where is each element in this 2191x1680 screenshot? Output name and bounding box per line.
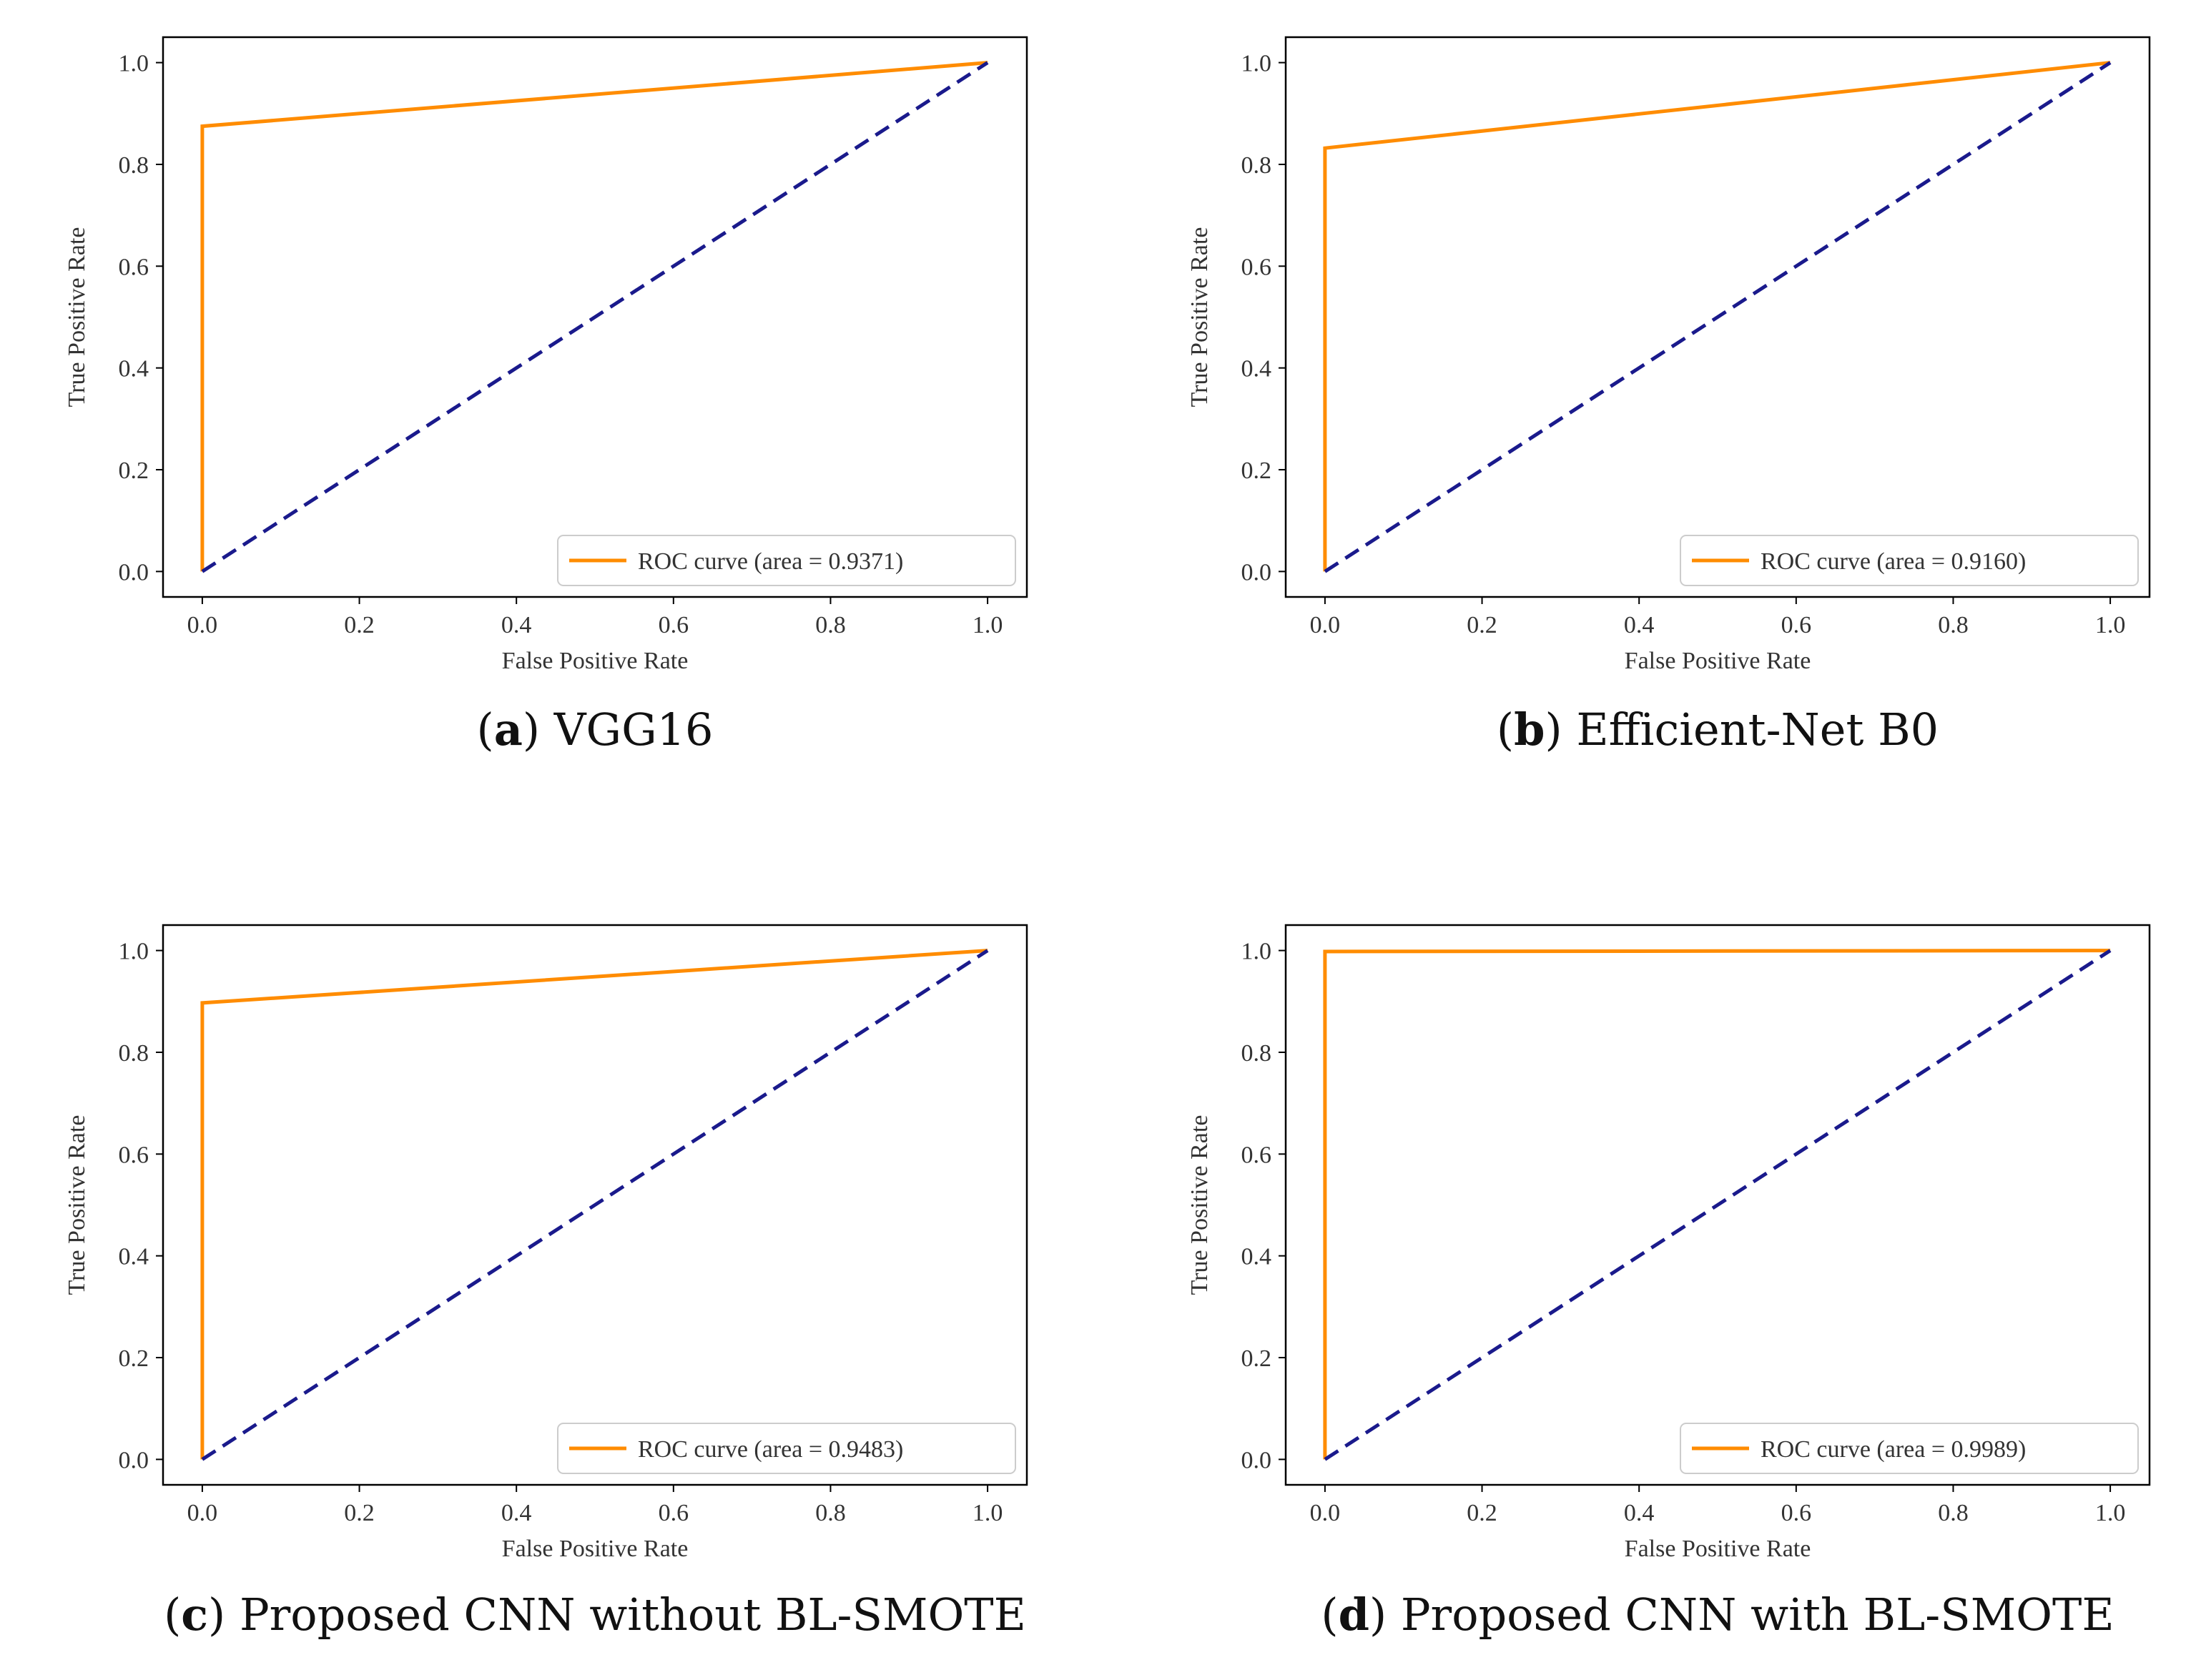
caption-open-paren: ( <box>476 703 493 756</box>
x-tick-label: 0.2 <box>1467 1500 1497 1526</box>
y-tick-label: 0.6 <box>1241 254 1272 280</box>
legend-label: ROC curve (area = 0.9483) <box>638 1436 903 1463</box>
x-tick-label: 0.4 <box>501 1500 532 1526</box>
roc-panel-b: 0.0 0.2 0.4 0.6 0.8 1.0 0.0 0.2 0.4 0.6 0.8 1.0 Fals… <box>1186 36 2151 756</box>
x-tick-label: 0.8 <box>1938 1500 1969 1526</box>
roc-curve-line <box>200 949 988 1460</box>
x-tick-label: 1.0 <box>2095 1500 2126 1526</box>
x-tick-label: 0.2 <box>344 612 375 638</box>
y-tick-label: 0.0 <box>1241 1447 1272 1473</box>
roc-curve-line <box>1323 949 2111 1460</box>
y-tick-label: 1.0 <box>119 51 149 77</box>
legend-box <box>557 535 1016 586</box>
x-axis-label: False Positive Rate <box>1625 1536 1811 1562</box>
y-tick-label: 1.0 <box>119 939 149 965</box>
x-tick-label: 0.0 <box>1310 612 1341 638</box>
roc-panel-a: 0.0 0.2 0.4 0.6 0.8 1.0 0.0 0.2 0.4 0.6 0.8 1.0 Fals… <box>64 36 1028 756</box>
x-tick-label: 0.6 <box>1781 612 1812 638</box>
y-tick-label: 0.2 <box>119 1345 149 1372</box>
legend-label: ROC curve (area = 0.9160) <box>1761 548 2026 575</box>
y-tick-label: 1.0 <box>1241 939 1272 965</box>
caption-letter: b <box>1514 703 1545 756</box>
y-tick-label: 0.4 <box>119 356 149 382</box>
legend-box <box>1680 535 2139 586</box>
panels-group: 0.0 0.2 0.4 0.6 0.8 1.0 0.0 0.2 0.4 0.6 0.8 1.0 Fals… <box>64 36 2151 1641</box>
chance-diagonal-line <box>1324 61 2112 573</box>
x-tick-label: 0.2 <box>344 1500 375 1526</box>
chance-diagonal-line <box>201 61 989 573</box>
y-tick-label: 0.8 <box>119 152 149 179</box>
panel-caption: (a) VGG16 <box>476 703 713 756</box>
y-tick-label: 0.2 <box>1241 458 1272 484</box>
y-tick-label: 0.0 <box>119 1447 149 1473</box>
chance-diagonal-line <box>201 949 989 1461</box>
y-tick-label: 0.4 <box>1241 1244 1272 1270</box>
legend-box <box>1680 1423 2139 1474</box>
y-axis-label: True Positive Rate <box>1186 1115 1213 1295</box>
caption-open-paren: ( <box>1321 1588 1338 1641</box>
caption-letter: d <box>1339 1588 1369 1641</box>
y-tick-label: 0.8 <box>1241 152 1272 179</box>
caption-open-paren: ( <box>164 1588 181 1641</box>
y-tick-label: 0.6 <box>119 254 149 280</box>
y-tick-label: 0.8 <box>119 1040 149 1067</box>
roc-curve-line <box>1323 61 2111 572</box>
legend-label: ROC curve (area = 0.9371) <box>638 548 903 575</box>
x-tick-label: 1.0 <box>2095 612 2126 638</box>
chance-diagonal-line <box>1324 949 2112 1461</box>
y-tick-label: 0.4 <box>119 1244 149 1270</box>
caption-open-paren: ( <box>1497 703 1514 756</box>
y-tick-label: 0.6 <box>119 1142 149 1168</box>
x-tick-label: 0.6 <box>659 1500 689 1526</box>
y-tick-label: 0.4 <box>1241 356 1272 382</box>
y-tick-label: 1.0 <box>1241 51 1272 77</box>
x-tick-label: 0.8 <box>1938 612 1969 638</box>
x-tick-label: 0.4 <box>501 612 532 638</box>
y-tick-label: 0.2 <box>1241 1345 1272 1372</box>
x-tick-label: 0.6 <box>1781 1500 1812 1526</box>
panel-caption: (d) Proposed CNN with BL-SMOTE <box>1321 1588 2114 1641</box>
x-tick-label: 0.0 <box>1310 1500 1341 1526</box>
y-tick-label: 0.6 <box>1241 1142 1272 1168</box>
x-tick-label: 0.8 <box>815 1500 846 1526</box>
caption-letter: a <box>494 703 523 756</box>
x-tick-label: 0.0 <box>187 1500 218 1526</box>
x-tick-label: 0.6 <box>659 612 689 638</box>
y-tick-label: 0.2 <box>119 458 149 484</box>
y-axis-label: True Positive Rate <box>64 227 90 407</box>
legend-label: ROC curve (area = 0.9989) <box>1761 1436 2026 1463</box>
y-axis-label: True Positive Rate <box>1186 227 1213 407</box>
x-tick-label: 0.2 <box>1467 612 1497 638</box>
x-tick-label: 0.4 <box>1624 1500 1655 1526</box>
y-tick-label: 0.0 <box>1241 559 1272 585</box>
roc-curve-line <box>200 61 988 572</box>
panel-caption: (b) Efficient-Net B0 <box>1497 703 1939 756</box>
x-axis-label: False Positive Rate <box>502 1536 689 1562</box>
x-tick-label: 0.8 <box>815 612 846 638</box>
x-axis-label: False Positive Rate <box>1625 648 1811 674</box>
y-tick-label: 0.0 <box>119 559 149 585</box>
caption-text: ) Proposed CNN with BL-SMOTE <box>1369 1588 2114 1641</box>
panel-caption: (c) Proposed CNN without BL-SMOTE <box>164 1588 1026 1641</box>
x-tick-label: 0.0 <box>187 612 218 638</box>
caption-text: ) Proposed CNN without BL-SMOTE <box>208 1588 1026 1641</box>
roc-panel-c: 0.0 0.2 0.4 0.6 0.8 1.0 0.0 0.2 0.4 0.6 0.8 1.0 Fals… <box>64 924 1028 1641</box>
x-tick-label: 0.4 <box>1624 612 1655 638</box>
caption-text: ) Efficient-Net B0 <box>1545 703 1939 756</box>
x-axis-label: False Positive Rate <box>502 648 689 674</box>
roc-panel-d: 0.0 0.2 0.4 0.6 0.8 1.0 0.0 0.2 0.4 0.6 0.8 1.0 Fals… <box>1186 924 2151 1641</box>
caption-letter: c <box>181 1588 208 1641</box>
legend-box <box>557 1423 1016 1474</box>
y-tick-label: 0.8 <box>1241 1040 1272 1067</box>
x-tick-label: 1.0 <box>973 612 1003 638</box>
caption-text: ) VGG16 <box>523 703 714 756</box>
y-axis-label: True Positive Rate <box>64 1115 90 1295</box>
x-tick-label: 1.0 <box>973 1500 1003 1526</box>
